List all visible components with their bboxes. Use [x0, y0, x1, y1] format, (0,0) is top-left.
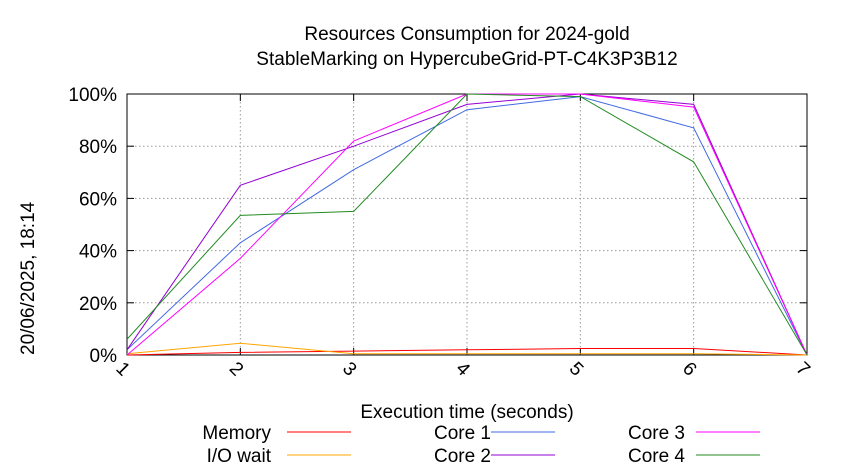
- legend-label-core-2: Core 2: [434, 446, 491, 467]
- y-tick-label: 40%: [79, 242, 117, 263]
- chart-title: Resources Consumption for 2024-gold: [304, 24, 629, 45]
- y-tick-label: 0%: [90, 346, 118, 367]
- x-tick-label: 2: [225, 358, 247, 380]
- series-line-core-3: [126, 93, 808, 356]
- chart-subtitle: StableMarking on HypercubeGrid-PT-C4K3P3…: [256, 49, 677, 70]
- legend-label-i-o-wait: I/O wait: [207, 446, 272, 467]
- date-stamp: 20/06/2025, 18:14: [18, 201, 39, 355]
- series-line-core-2: [126, 93, 808, 356]
- x-tick-label: 3: [338, 358, 360, 380]
- grid-layer: [127, 94, 807, 355]
- legend-label-core-3: Core 3: [628, 423, 685, 444]
- series-line-i-o-wait: [126, 342, 808, 356]
- x-tick-label: 7: [791, 358, 813, 380]
- legend-label-memory: Memory: [202, 423, 271, 444]
- legend-label-core-1: Core 1: [434, 423, 491, 444]
- x-tick-label: 4: [451, 358, 474, 381]
- plot-frame: [126, 93, 808, 356]
- y-tick-label: 20%: [79, 294, 117, 315]
- legend-label-core-4: Core 4: [628, 446, 685, 467]
- y-tick-label: 100%: [68, 85, 117, 106]
- series-line-core-4: [126, 93, 808, 356]
- x-tick-label: 6: [678, 358, 700, 380]
- x-axis-label: Execution time (seconds): [360, 402, 573, 423]
- y-tick-label: 80%: [79, 137, 117, 158]
- series-layer: [126, 93, 808, 356]
- y-tick-label: 60%: [79, 189, 117, 210]
- x-tick-label: 5: [565, 358, 587, 380]
- axes-layer: 0%20%40%60%80%100%1 2 3 4 5 6 7: [68, 85, 813, 381]
- series-line-memory: [126, 348, 808, 356]
- series-line-core-1: [126, 96, 808, 356]
